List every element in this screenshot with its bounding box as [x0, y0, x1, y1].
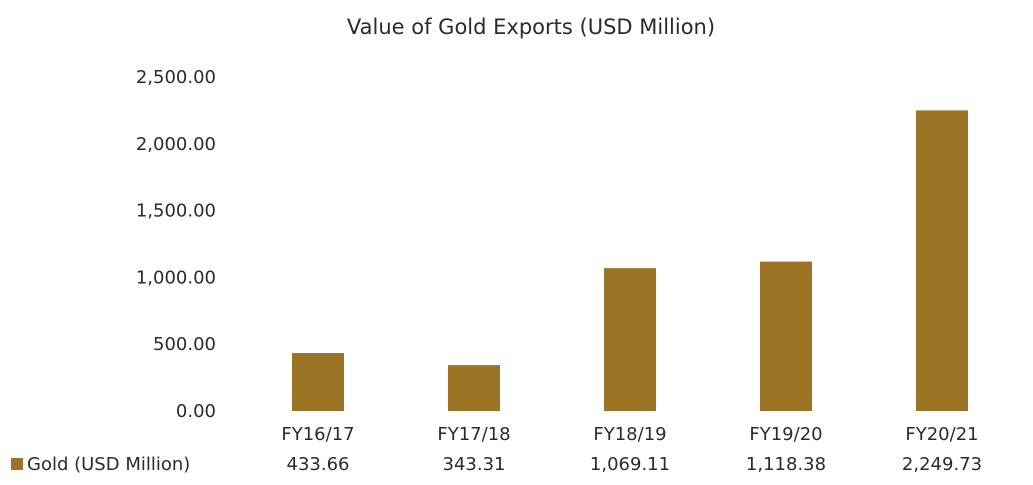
data-table-value: 1,118.38 — [746, 454, 826, 475]
y-tick-label: 2,000.00 — [136, 134, 216, 155]
bar-fy16-17 — [292, 353, 344, 411]
bar-fy20-21 — [916, 110, 968, 412]
y-tick-label: 2,500.00 — [136, 67, 216, 88]
data-table-value: 2,249.73 — [902, 454, 982, 475]
data-table-value: 1,069.11 — [590, 454, 670, 475]
table-values: 433.66 343.31 1,069.11 1,118.38 2,249.73 — [287, 454, 983, 475]
bar-series — [292, 110, 968, 412]
x-axis: FY16/17 FY17/18 FY18/19 FY19/20 FY20/21 — [281, 424, 978, 445]
data-table-value: 433.66 — [287, 454, 350, 475]
legend-label: Gold (USD Million) — [27, 454, 190, 475]
bar-fy18-19 — [604, 268, 656, 411]
y-tick-label: 1,000.00 — [136, 267, 216, 288]
x-tick-label: FY19/20 — [749, 424, 822, 445]
y-tick-label: 500.00 — [153, 334, 216, 355]
x-tick-label: FY17/18 — [437, 424, 510, 445]
bar-fy17-18 — [448, 365, 500, 411]
data-table: Gold (USD Million) 433.66 343.31 1,069.11 1… — [11, 454, 982, 475]
legend-swatch — [11, 458, 23, 470]
x-tick-label: FY18/19 — [593, 424, 666, 445]
bar-fy19-20 — [760, 261, 812, 411]
data-table-value: 343.31 — [443, 454, 506, 475]
x-tick-label: FY20/21 — [905, 424, 978, 445]
y-tick-label: 1,500.00 — [136, 201, 216, 222]
y-tick-label: 0.00 — [176, 401, 216, 422]
y-axis: 0.00 500.00 1,000.00 1,500.00 2,000.00 2,500.… — [136, 67, 216, 422]
chart-title: Value of Gold Exports (USD Million) — [347, 15, 715, 39]
x-tick-label: FY16/17 — [281, 424, 354, 445]
